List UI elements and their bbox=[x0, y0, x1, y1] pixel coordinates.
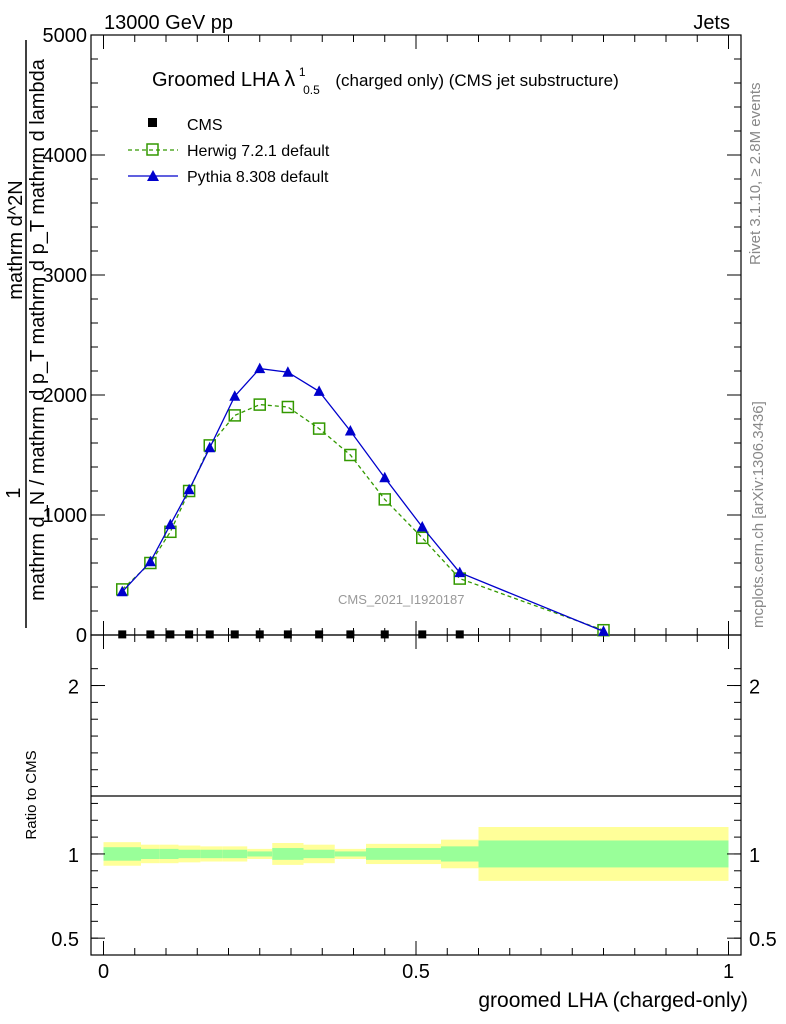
analysis-watermark: CMS_2021_I1920187 bbox=[338, 592, 465, 607]
y-label-numerator: 1 bbox=[3, 487, 25, 498]
plot-title-lambda: λ bbox=[284, 66, 295, 91]
series-layer bbox=[116, 362, 610, 639]
data-point-herwig bbox=[228, 409, 241, 422]
ratio-band-inner bbox=[222, 849, 248, 859]
data-point-cms bbox=[118, 630, 127, 639]
ratio-y-tick-label: 1 bbox=[68, 845, 79, 867]
data-point-cms bbox=[418, 630, 427, 639]
x-tick-label: 0 bbox=[98, 961, 109, 983]
data-point-pythia bbox=[313, 385, 325, 396]
ratio-y-tick-label-right: 0.5 bbox=[749, 929, 777, 951]
ratio-y-tick-label: 0.5 bbox=[51, 929, 79, 951]
ratio-band-inner bbox=[334, 851, 366, 857]
mcplots-label: mcplots.cern.ch [arXiv:1306.3436] bbox=[750, 401, 767, 628]
y-label-top: mathrm d^2N bbox=[5, 180, 27, 299]
data-point-cms bbox=[146, 630, 155, 639]
data-point-pythia bbox=[344, 425, 356, 436]
data-point-cms bbox=[315, 630, 324, 639]
data-point-pythia bbox=[164, 518, 176, 530]
plot-title-sub: 0.5 bbox=[303, 83, 320, 97]
data-point-cms bbox=[346, 630, 355, 639]
data-point-cms bbox=[185, 630, 194, 639]
x-axis-label: groomed LHA (charged-only) bbox=[478, 989, 748, 1012]
y-label-denominator: mathrm d_N / mathrm d p_T mathrm d p_T m… bbox=[27, 58, 49, 601]
data-point-cms bbox=[230, 630, 239, 639]
data-point-pythia bbox=[254, 362, 266, 374]
ratio-panel-frame bbox=[90, 634, 742, 956]
series-line-1 bbox=[121, 403, 604, 631]
ratio-bands bbox=[103, 827, 729, 881]
data-point-herwig bbox=[378, 493, 391, 506]
data-point-pythia bbox=[282, 366, 294, 377]
ratio-band-inner bbox=[441, 846, 479, 862]
data-point-cms bbox=[255, 630, 264, 639]
data-point-pythia bbox=[229, 390, 241, 401]
plot-title-sup: 1 bbox=[299, 65, 306, 79]
y-tick-label: 3000 bbox=[43, 265, 88, 287]
ratio-y-tick-label-right: 1 bbox=[749, 845, 760, 867]
data-point-cms bbox=[166, 630, 175, 639]
data-point-cms bbox=[380, 630, 389, 639]
ratio-y-label: Ratio to CMS bbox=[23, 750, 40, 839]
ratio-band-inner bbox=[366, 848, 404, 860]
data-point-pythia bbox=[204, 441, 216, 453]
data-point-pythia bbox=[144, 555, 156, 567]
y-tick-label: 1000 bbox=[43, 505, 88, 527]
data-point-pythia bbox=[379, 471, 391, 483]
legend-label-pythia: Pythia 8.308 default bbox=[187, 169, 329, 186]
legend: CMS Herwig 7.2.1 default Pythia 8.308 de… bbox=[128, 117, 330, 186]
rivet-label: Rivet 3.1.10, ≥ 2.8M events bbox=[747, 83, 764, 266]
ratio-y-tick-label: 2 bbox=[68, 677, 79, 699]
ratio-band-inner bbox=[200, 849, 223, 859]
data-point-herwig bbox=[281, 400, 295, 414]
main-axis-ticks: 0 1000 2000 3000 4000 5000 bbox=[43, 25, 741, 647]
y-tick-label: 0 bbox=[76, 625, 87, 647]
legend-marker-cms bbox=[148, 118, 157, 127]
data-point-herwig bbox=[312, 422, 326, 435]
ratio-band-inner bbox=[247, 851, 273, 857]
x-tick-label: 1 bbox=[723, 961, 734, 983]
ratio-band-inner bbox=[272, 848, 304, 860]
data-point-pythia bbox=[416, 521, 428, 532]
x-tick-label: 0.5 bbox=[402, 961, 430, 983]
data-point-cms bbox=[283, 630, 292, 639]
data-point-pythia bbox=[454, 566, 466, 578]
category-label: Jets bbox=[693, 12, 730, 34]
data-point-herwig bbox=[416, 531, 429, 545]
data-point-cms bbox=[205, 630, 214, 639]
data-point-pythia bbox=[116, 585, 128, 597]
ratio-y-tick-label-right: 2 bbox=[749, 677, 760, 699]
ratio-axis-ticks: 0.5 0.5 1 1 2 2 0 0.5 1 bbox=[51, 635, 777, 983]
legend-marker-pythia bbox=[147, 170, 159, 181]
y-tick-label: 4000 bbox=[43, 145, 88, 167]
y-tick-label: 5000 bbox=[43, 25, 88, 47]
plot-title-rest: (charged only) (CMS jet substructure) bbox=[335, 71, 618, 90]
data-point-cms bbox=[455, 630, 464, 639]
legend-label-cms: CMS bbox=[187, 117, 223, 134]
ratio-band-inner bbox=[178, 849, 201, 859]
ratio-band-inner bbox=[403, 848, 441, 860]
data-point-herwig bbox=[344, 448, 357, 462]
series-line-2 bbox=[121, 367, 604, 633]
energy-label: 13000 GeV pp bbox=[104, 12, 233, 34]
y-tick-label: 2000 bbox=[43, 385, 88, 407]
ratio-band-inner bbox=[303, 849, 335, 859]
legend-label-herwig: Herwig 7.2.1 default bbox=[187, 143, 330, 160]
ratio-band-inner bbox=[141, 848, 160, 859]
data-point-pythia bbox=[598, 625, 609, 636]
data-point-pythia bbox=[183, 483, 195, 495]
plot-title-main: Groomed LHA bbox=[152, 69, 280, 91]
ratio-band-inner bbox=[103, 847, 141, 861]
plot-title: Groomed LHA λ 1 0.5 (charged only) (CMS … bbox=[152, 59, 619, 99]
ratio-band-inner bbox=[159, 848, 179, 859]
data-point-herwig bbox=[253, 398, 266, 411]
ratio-band-inner bbox=[478, 840, 729, 868]
legend-marker-herwig bbox=[146, 143, 159, 156]
